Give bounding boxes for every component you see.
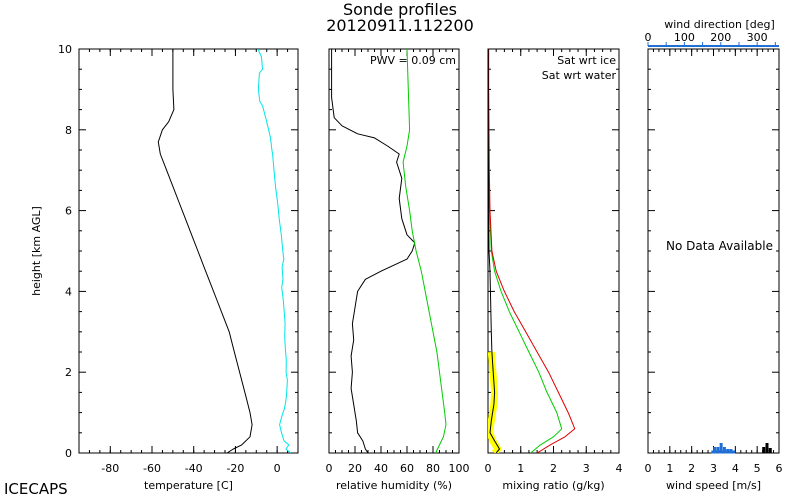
no-data-text: No Data Available (666, 239, 773, 253)
x-tick-label: 0 (485, 462, 492, 475)
figure-title: Sonde profiles (343, 0, 457, 19)
x-tick-label: 2 (550, 462, 557, 475)
x-tick-label: -60 (143, 462, 161, 475)
wind-direction-tick-label: 0 (645, 31, 652, 44)
x-tick-label: 0 (645, 462, 652, 475)
x-tick-label: -20 (226, 462, 244, 475)
wind-bar (719, 443, 723, 453)
wind-direction-tick-label: 100 (674, 31, 695, 44)
y-tick-label: 0 (65, 447, 72, 460)
y-tick-label: 6 (65, 205, 72, 218)
x-tick-label: 6 (776, 462, 783, 475)
x-tick-label: -40 (185, 462, 203, 475)
wind-bar (765, 443, 769, 453)
x-tick-label: 100 (449, 462, 470, 475)
wind-direction-axis-label: wind direction [deg] (664, 18, 775, 31)
x-tick-label: 4 (616, 462, 623, 475)
x-tick-label: 1 (517, 462, 524, 475)
x-tick-label: 5 (754, 462, 761, 475)
series-line-0 (257, 49, 292, 453)
wind-bar (768, 448, 772, 453)
legend-sat-water: Sat wrt water (542, 69, 617, 82)
series-line-1 (402, 49, 447, 453)
x-tick-label: 2 (688, 462, 695, 475)
series-line-1 (488, 49, 576, 453)
series-line-3 (488, 49, 500, 453)
wind-bar (716, 447, 720, 453)
wind-direction-tick-label: 300 (747, 31, 768, 44)
figure-subtitle: 20120911.112200 (326, 16, 474, 35)
x-tick-label: 3 (710, 462, 717, 475)
x-axis-label: wind speed [m/s] (666, 479, 761, 492)
x-tick-label: 20 (348, 462, 362, 475)
site-label: ICECAPS (4, 480, 68, 498)
x-tick-label: 0 (326, 462, 333, 475)
x-tick-label: 3 (583, 462, 590, 475)
series-line-0 (331, 49, 416, 453)
legend-sat-ice: Sat wrt ice (557, 54, 616, 67)
panel-frame-relative_humidity (328, 48, 460, 454)
x-axis-label: relative humidity (%) (336, 479, 452, 492)
y-tick-label: 10 (58, 43, 72, 56)
wind-direction-tick-label: 200 (710, 31, 731, 44)
series-line-0 (488, 49, 563, 453)
series-line-1 (157, 49, 253, 453)
y-tick-label: 4 (65, 285, 72, 298)
x-tick-label: 40 (374, 462, 388, 475)
x-axis-label: temperature [C] (144, 479, 233, 492)
x-tick-label: -80 (101, 462, 119, 475)
x-tick-label: 1 (666, 462, 673, 475)
wind-bar (762, 447, 766, 453)
x-tick-label: 80 (426, 462, 440, 475)
wind-bar (722, 447, 726, 453)
wind-bar (713, 447, 717, 453)
x-tick-label: 60 (400, 462, 414, 475)
pwv-annotation: PWV = 0.09 cm (370, 54, 456, 67)
panel-frame-temperature (78, 48, 299, 454)
y-axis-label: height [km AGL] (30, 206, 43, 296)
x-tick-label: 0 (274, 462, 281, 475)
x-axis-label: mixing ratio (g/kg) (502, 479, 604, 492)
panel-frame-mixing_ratio (487, 48, 620, 454)
y-tick-label: 8 (65, 124, 72, 137)
x-tick-label: 4 (732, 462, 739, 475)
y-tick-label: 2 (65, 366, 72, 379)
